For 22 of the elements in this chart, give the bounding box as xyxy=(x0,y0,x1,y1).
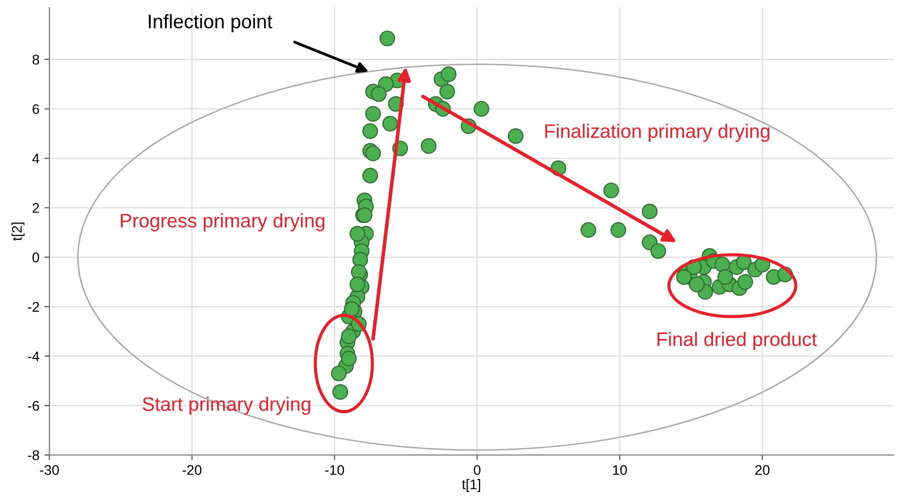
annotation: Inflection point xyxy=(148,14,272,32)
y-tick-label: 4 xyxy=(32,154,40,164)
x-tick-label: -20 xyxy=(182,465,202,475)
x-tick-label: -10 xyxy=(325,465,344,475)
y-tick-label: -8 xyxy=(28,450,40,460)
y-tick-label: -2 xyxy=(28,302,39,312)
x-axis-title: t[1] xyxy=(462,479,480,492)
y-tick-label: 6 xyxy=(32,104,40,114)
annotation: Start primary drying xyxy=(142,396,310,415)
annotation: Final dried product xyxy=(658,332,817,350)
annotation: Progress primary drying xyxy=(120,213,324,232)
y-tick-label: 8 xyxy=(32,54,40,65)
y-tick-label: 2 xyxy=(32,203,39,213)
y-tick-label: 0 xyxy=(32,252,40,262)
x-tick-label: -30 xyxy=(40,465,59,475)
y-tick-label: -6 xyxy=(28,400,40,411)
x-tick-label: 10 xyxy=(613,465,627,475)
x-tick-label: 0 xyxy=(474,465,480,475)
y-tick-label: -4 xyxy=(28,352,40,362)
x-tick-label: 20 xyxy=(755,465,770,475)
y-axis-title: t[2] xyxy=(12,222,25,241)
annotation: Finalization primary drying xyxy=(545,124,770,142)
